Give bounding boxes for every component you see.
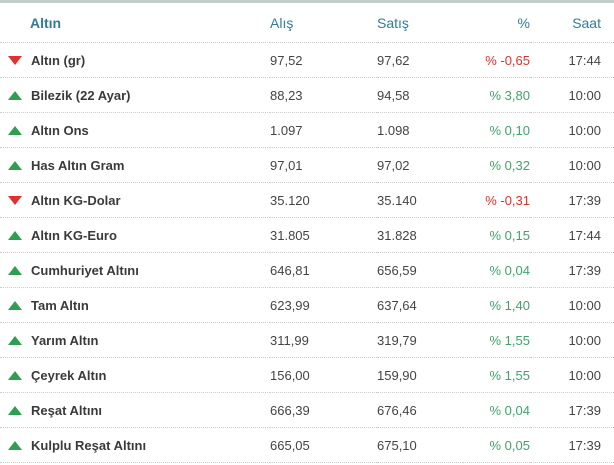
top-border — [0, 0, 614, 3]
column-header-satis: Satış — [377, 3, 463, 43]
trend-up-icon — [8, 125, 22, 135]
table-row[interactable]: Çeyrek Altın 156,00 159,90 % 1,55 10:00 — [0, 357, 614, 393]
sell-price: 637,64 — [377, 287, 463, 323]
table-row[interactable]: Bilezik (22 Ayar) 88,23 94,58 % 3,80 10:… — [0, 77, 614, 113]
instrument-name: Kulplu Reşat Altını — [31, 437, 147, 453]
change-percent: % 3,80 — [463, 77, 530, 113]
trend-up-icon — [8, 370, 22, 380]
instrument-name: Cumhuriyet Altını — [31, 262, 139, 278]
trend-up-icon — [8, 265, 22, 275]
buy-price: 623,99 — [270, 287, 377, 323]
update-time: 17:39 — [530, 252, 614, 288]
sell-price: 676,46 — [377, 392, 463, 428]
update-time: 10:00 — [530, 112, 614, 148]
buy-price: 35.120 — [270, 182, 377, 218]
instrument-name: Çeyrek Altın — [31, 367, 107, 383]
trend-up-icon — [8, 90, 22, 100]
table-row[interactable]: Has Altın Gram 97,01 97,02 % 0,32 10:00 — [0, 147, 614, 183]
change-percent: % 1,55 — [463, 357, 530, 393]
table-row[interactable]: Altın KG-Euro 31.805 31.828 % 0,15 17:44 — [0, 217, 614, 253]
instrument-name: Reşat Altını — [31, 402, 103, 418]
column-header-altin: Altın — [0, 3, 270, 43]
update-time: 17:44 — [530, 217, 614, 253]
change-percent: % 0,05 — [463, 427, 530, 463]
sell-price: 94,58 — [377, 77, 463, 113]
trend-down-icon — [8, 55, 22, 65]
buy-price: 97,52 — [270, 42, 377, 78]
column-header-saat: Saat — [530, 3, 614, 43]
table-row[interactable]: Reşat Altını 666,39 676,46 % 0,04 17:39 — [0, 392, 614, 428]
table-row[interactable]: Cumhuriyet Altını 646,81 656,59 % 0,04 1… — [0, 252, 614, 288]
table-row[interactable]: Tam Altın 623,99 637,64 % 1,40 10:00 — [0, 287, 614, 323]
sell-price: 1.098 — [377, 112, 463, 148]
trend-up-icon — [8, 440, 22, 450]
table-row[interactable]: Kulplu Reşat Altını 665,05 675,10 % 0,05… — [0, 427, 614, 463]
update-time: 10:00 — [530, 77, 614, 113]
sell-price: 31.828 — [377, 217, 463, 253]
buy-price: 646,81 — [270, 252, 377, 288]
buy-price: 1.097 — [270, 112, 377, 148]
sell-price: 319,79 — [377, 322, 463, 358]
instrument-name: Altın Ons — [31, 122, 89, 138]
change-percent: % 0,10 — [463, 112, 530, 148]
trend-up-icon — [8, 335, 22, 345]
sell-price: 675,10 — [377, 427, 463, 463]
trend-up-icon — [8, 230, 22, 240]
buy-price: 311,99 — [270, 322, 377, 358]
sell-price: 97,62 — [377, 42, 463, 78]
sell-price: 97,02 — [377, 147, 463, 183]
sell-price: 159,90 — [377, 357, 463, 393]
update-time: 10:00 — [530, 287, 614, 323]
sell-price: 656,59 — [377, 252, 463, 288]
trend-down-icon — [8, 195, 22, 205]
trend-up-icon — [8, 405, 22, 415]
buy-price: 665,05 — [270, 427, 377, 463]
buy-price: 156,00 — [270, 357, 377, 393]
column-header-alis: Alış — [270, 3, 377, 43]
buy-price: 88,23 — [270, 77, 377, 113]
buy-price: 97,01 — [270, 147, 377, 183]
instrument-name: Altın (gr) — [31, 52, 86, 68]
change-percent: % 0,32 — [463, 147, 530, 183]
change-percent: % 1,40 — [463, 287, 530, 323]
update-time: 17:39 — [530, 427, 614, 463]
instrument-name: Bilezik (22 Ayar) — [31, 87, 131, 103]
update-time: 10:00 — [530, 147, 614, 183]
table-row[interactable]: Altın Ons 1.097 1.098 % 0,10 10:00 — [0, 112, 614, 148]
update-time: 17:39 — [530, 392, 614, 428]
update-time: 10:00 — [530, 357, 614, 393]
instrument-name: Altın KG-Dolar — [31, 192, 121, 208]
trend-up-icon — [8, 300, 22, 310]
instrument-name: Tam Altın — [31, 297, 89, 313]
header-row: Altın Alış Satış % Saat — [0, 3, 614, 43]
buy-price: 666,39 — [270, 392, 377, 428]
update-time: 17:39 — [530, 182, 614, 218]
buy-price: 31.805 — [270, 217, 377, 253]
sell-price: 35.140 — [377, 182, 463, 218]
table-row[interactable]: Altın (gr) 97,52 97,62 % -0,65 17:44 — [0, 42, 614, 78]
update-time: 10:00 — [530, 322, 614, 358]
instrument-name: Has Altın Gram — [31, 157, 125, 173]
update-time: 17:44 — [530, 42, 614, 78]
instrument-name: Yarım Altın — [31, 332, 99, 348]
change-percent: % 0,04 — [463, 252, 530, 288]
trend-up-icon — [8, 160, 22, 170]
gold-prices-table: Altın Alış Satış % Saat Altın (gr) 97,52… — [0, 3, 614, 463]
column-header-percent: % — [463, 3, 530, 43]
change-percent: % 1,55 — [463, 322, 530, 358]
change-percent: % -0,31 — [463, 182, 530, 218]
change-percent: % 0,15 — [463, 217, 530, 253]
table-row[interactable]: Yarım Altın 311,99 319,79 % 1,55 10:00 — [0, 322, 614, 358]
change-percent: % 0,04 — [463, 392, 530, 428]
table-row[interactable]: Altın KG-Dolar 35.120 35.140 % -0,31 17:… — [0, 182, 614, 218]
change-percent: % -0,65 — [463, 42, 530, 78]
price-table-body: Altın (gr) 97,52 97,62 % -0,65 17:44 Bil… — [0, 42, 614, 463]
instrument-name: Altın KG-Euro — [31, 227, 117, 243]
